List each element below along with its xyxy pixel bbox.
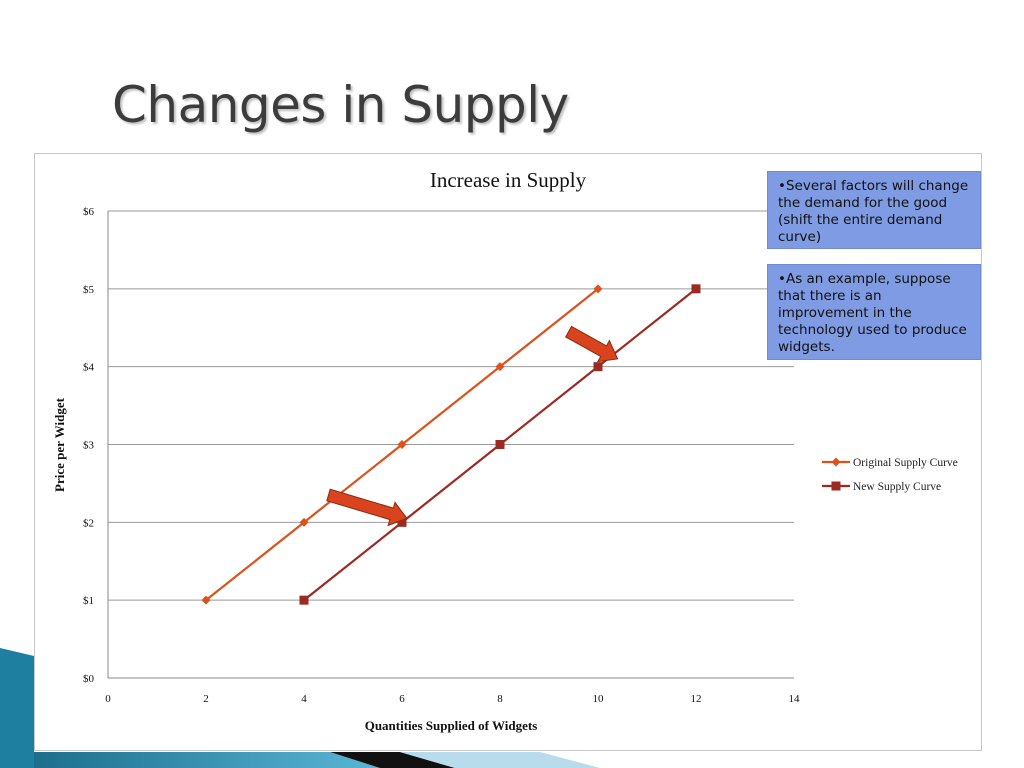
- chart-title: Increase in Supply: [430, 168, 587, 192]
- y-axis-label: Price per Widget: [52, 397, 67, 492]
- x-tick-label: 8: [497, 693, 503, 705]
- shift-arrow: [326, 488, 408, 527]
- legend-label: New Supply Curve: [853, 481, 941, 493]
- note-box-factors: •Several factors will change the demand …: [767, 171, 981, 249]
- data-point: [691, 284, 701, 294]
- data-point: [593, 284, 603, 294]
- x-tick-label: 2: [203, 693, 209, 705]
- y-tick-label: $6: [83, 206, 95, 218]
- x-tick-label: 10: [593, 693, 605, 705]
- data-point: [495, 440, 505, 449]
- x-tick-label: 14: [789, 693, 801, 705]
- x-tick-label: 12: [691, 693, 702, 705]
- x-tick-label: 4: [301, 693, 307, 705]
- legend-label: Original Supply Curve: [853, 457, 958, 469]
- data-point: [299, 517, 309, 527]
- annotations: [326, 325, 619, 527]
- y-tick-label: $0: [83, 673, 95, 685]
- x-tick-label: 0: [105, 693, 111, 705]
- corner-shape-dark: [330, 752, 455, 768]
- y-tick-label: $3: [83, 440, 95, 452]
- x-axis-label: Quantities Supplied of Widgets: [365, 718, 538, 733]
- data-point: [831, 481, 841, 491]
- data-point: [397, 517, 407, 527]
- data-point: [831, 457, 841, 467]
- slide-title: Changes in Supply: [112, 76, 569, 134]
- axes: $0 $1 $2 $3 $4 $5 $6 0 2 4 6 8 10 12 14: [83, 206, 800, 705]
- note-box-technology: •As an example, suppose that there is an…: [767, 264, 981, 360]
- y-tick-label: $5: [83, 284, 95, 296]
- y-tick-label: $4: [83, 362, 95, 374]
- data-point: [201, 595, 211, 605]
- legend: Original Supply Curve New Supply Curve: [822, 457, 958, 493]
- data-point: [397, 440, 407, 449]
- corner-shape-bottom: [34, 752, 380, 768]
- y-tick-label: $1: [83, 595, 94, 607]
- x-tick-label: 6: [399, 693, 405, 705]
- data-point: [593, 362, 603, 372]
- y-tick-label: $2: [83, 517, 94, 529]
- corner-shape-light: [400, 752, 600, 768]
- data-point: [299, 595, 309, 605]
- data-point: [495, 362, 505, 372]
- series-layer: [201, 284, 701, 605]
- shift-arrow: [565, 325, 619, 363]
- corner-shape-left: [0, 648, 34, 768]
- chart-frame: [34, 153, 982, 751]
